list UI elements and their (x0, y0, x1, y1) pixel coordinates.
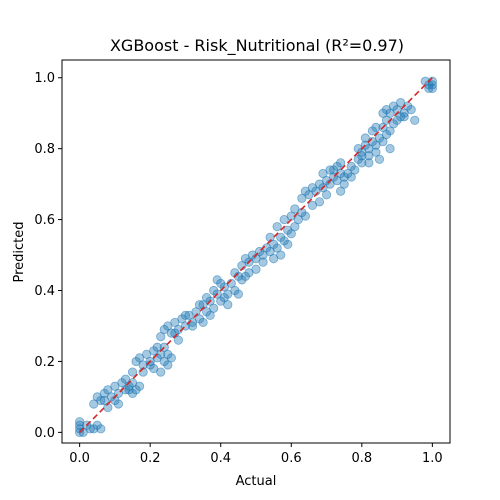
data-point (339, 172, 349, 182)
data-point (378, 108, 388, 118)
chart-title: XGBoost - Risk_Nutritional (R²=0.97) (110, 36, 404, 56)
data-point (99, 395, 109, 406)
data-point (328, 165, 339, 175)
data-point (388, 119, 399, 129)
data-point (283, 239, 293, 250)
data-point (180, 310, 191, 320)
data-point (96, 424, 106, 434)
data-point (258, 257, 268, 267)
data-point (240, 271, 251, 281)
data-point (127, 388, 138, 398)
data-point (127, 367, 138, 377)
data-point (135, 381, 145, 391)
data-point (374, 154, 385, 164)
x-axis-label: Actual (236, 474, 277, 489)
data-point (410, 115, 420, 125)
data-point (194, 300, 205, 310)
data-point (89, 424, 99, 434)
data-point (364, 158, 374, 168)
data-point (202, 292, 212, 303)
data-point (163, 360, 173, 370)
data-point (230, 285, 240, 296)
y-tick-label: 0.2 (34, 355, 55, 370)
data-point (209, 285, 219, 296)
y-axis-label: Predicted (12, 221, 27, 282)
data-point (205, 310, 215, 320)
y-tick-label: 0.4 (34, 284, 55, 299)
reference-line (79, 77, 433, 433)
data-point (269, 253, 279, 264)
data-point (318, 168, 328, 179)
y-tick-label: 0.0 (34, 426, 55, 441)
data-point (251, 264, 261, 274)
y-tick-label: 0.8 (34, 142, 55, 157)
x-tick-label: 0.6 (281, 451, 302, 466)
data-point (427, 83, 437, 93)
data-point (216, 278, 226, 289)
data-point (350, 165, 360, 175)
x-tick-label: 0.2 (140, 451, 161, 466)
data-point (149, 363, 159, 374)
data-point (321, 190, 332, 200)
data-point (152, 342, 162, 352)
data-point (223, 300, 233, 310)
ticks-layer: 0.0 0.2 0.4 0.6 0.8 1.0 0.0 0.2 0.4 0.6 0.8 1.0 (34, 71, 442, 466)
x-tick-label: 0.0 (69, 451, 90, 466)
data-point (360, 133, 370, 143)
data-point (233, 289, 243, 299)
data-point (290, 204, 300, 214)
data-point (212, 275, 222, 285)
data-point (336, 186, 346, 196)
data-point (131, 385, 141, 395)
data-point (371, 122, 381, 132)
x-tick-label: 0.8 (351, 451, 372, 466)
data-point (92, 420, 102, 430)
data-point (300, 211, 310, 221)
data-point (396, 112, 406, 122)
data-point (272, 222, 282, 232)
points-layer (75, 76, 437, 437)
data-point (113, 399, 124, 409)
data-point (406, 105, 416, 115)
data-point (187, 321, 198, 331)
data-point (346, 161, 356, 171)
data-point (314, 197, 325, 207)
data-point (279, 236, 289, 246)
y-tick-label: 0.6 (34, 213, 55, 228)
data-point (385, 144, 395, 154)
data-point (237, 275, 247, 285)
data-point (399, 112, 409, 122)
x-tick-label: 1.0 (422, 451, 443, 466)
data-point (276, 232, 286, 242)
data-point (336, 158, 346, 168)
y-tick-label: 1.0 (34, 71, 55, 86)
data-point (332, 161, 342, 171)
data-point (367, 126, 377, 136)
data-point (194, 314, 205, 324)
x-tick-label: 0.4 (210, 451, 231, 466)
data-point (198, 317, 208, 328)
data-point (357, 158, 367, 168)
axes-frame (61, 59, 451, 444)
